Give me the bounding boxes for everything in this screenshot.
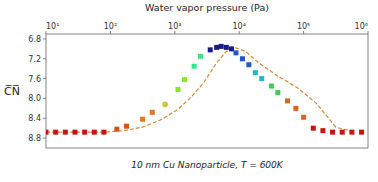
point [176, 87, 181, 92]
point [72, 130, 77, 135]
curve [46, 48, 355, 132]
point [214, 45, 219, 50]
point [150, 110, 155, 115]
data-area [46, 44, 364, 135]
point [63, 130, 68, 135]
point [92, 130, 97, 135]
point [229, 46, 234, 51]
point [330, 130, 335, 135]
x-tick-label: 10⁶ [355, 22, 368, 31]
point [311, 126, 316, 131]
point [192, 64, 197, 69]
point [349, 130, 354, 135]
point [162, 102, 168, 108]
point [240, 56, 245, 61]
plot-frame [46, 34, 368, 148]
point [224, 45, 229, 50]
point [114, 127, 119, 132]
y-tick-label: 8.8 [28, 134, 41, 143]
point [285, 98, 290, 103]
point [82, 130, 87, 135]
y-tick [43, 138, 46, 139]
point [246, 62, 251, 67]
x-tick [368, 31, 369, 34]
y-tick [43, 78, 46, 79]
y-tick-label: 8.0 [28, 94, 41, 103]
x-tick [110, 31, 111, 34]
y-tick-label: 7.2 [28, 55, 41, 64]
y-tick-label: 7.6 [28, 75, 41, 84]
point [340, 130, 345, 135]
point [259, 76, 264, 81]
point [233, 50, 238, 55]
point [275, 90, 280, 95]
y-axis-title: C̅N̅ [4, 85, 20, 98]
x-tick-label: 10³ [168, 22, 181, 31]
y-tick-label: 6.8 [28, 35, 41, 44]
x-axis-title: Water vapor pressure (Pa) [145, 2, 269, 13]
y-tick [43, 98, 46, 99]
chart: 10¹ 10² 10³ 10⁴ 10⁵ 10⁶ 6.8 7.2 7.6 8.0 8.4 8.8 Wate… [0, 0, 378, 182]
point [269, 84, 274, 89]
point [293, 106, 298, 111]
point [320, 128, 325, 133]
x-tick [239, 31, 240, 34]
point [253, 70, 258, 75]
point [219, 44, 224, 49]
point [53, 130, 58, 135]
point [101, 130, 106, 135]
y-tick [43, 58, 46, 59]
x-tick-label: 10¹ [46, 22, 59, 31]
point [208, 47, 213, 52]
x-tick-label: 10⁵ [297, 22, 310, 31]
x-tick-label: 10² [104, 22, 117, 31]
point [124, 124, 129, 129]
point [46, 130, 49, 135]
y-tick [43, 118, 46, 119]
y-tick [43, 38, 46, 39]
point [301, 115, 306, 120]
point [359, 130, 364, 135]
y-tick-label: 8.4 [28, 114, 41, 123]
x-tick [174, 31, 175, 34]
subtitle: 10 nm Cu Nanoparticle, T = 600K [131, 160, 284, 170]
x-tick [303, 31, 304, 34]
x-tick [46, 31, 47, 34]
point [182, 77, 187, 82]
x-tick-label: 10⁴ [233, 22, 246, 31]
point [198, 54, 203, 59]
point [140, 117, 145, 122]
